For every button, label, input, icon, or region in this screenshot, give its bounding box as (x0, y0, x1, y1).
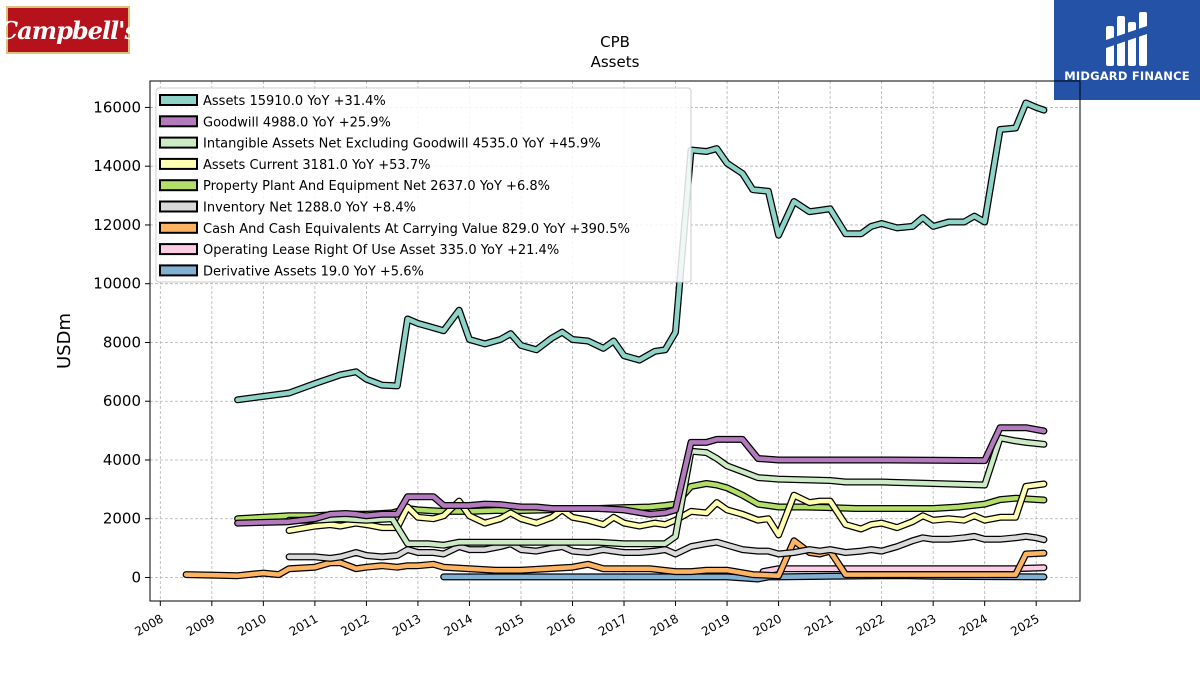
x-tick-label: 2011 (287, 611, 320, 638)
legend-swatch (159, 179, 198, 192)
x-tick-label: 2022 (854, 611, 887, 638)
legend-label: Cash And Cash Equivalents At Carrying Va… (203, 222, 630, 237)
legend-label: Inventory Net 1288.0 YoY +8.4% (203, 201, 416, 216)
x-tick-label: 2017 (596, 611, 629, 638)
legend-entry: Assets 15910.0 YoY +31.4% (159, 94, 386, 109)
series-goodwill (234, 424, 1048, 527)
x-tick-label: 2018 (648, 611, 681, 638)
legend-swatch (159, 157, 198, 170)
legend-entry: Inventory Net 1288.0 YoY +8.4% (159, 200, 416, 216)
legend-swatch (159, 200, 198, 213)
legend-entry: Cash And Cash Equivalents At Carrying Va… (159, 221, 630, 237)
legend-box (155, 87, 692, 283)
series-inventory-net (285, 532, 1048, 562)
x-tick-label: 2019 (699, 611, 732, 638)
x-axis: 2008 2009 2010 2011 2012 2013 2014 2015 2016 2017… (132, 601, 1042, 639)
midgard-logo-text: MIDGARD FINANCE (1064, 69, 1190, 83)
y-axis: 0 2000 4000 6000 8000 10000 12000 14000 16000 (93, 98, 150, 586)
legend-label: Intangible Assets Net Excluding Goodwill… (203, 137, 601, 152)
x-tick-label: 2009 (184, 611, 217, 638)
y-tick-label: 2000 (103, 510, 141, 528)
y-axis-label: USDm (54, 313, 75, 369)
y-tick-label: 10000 (93, 275, 141, 293)
series-cash-and-cash-equivalents-at-carrying-value (182, 537, 1048, 580)
series-lines (182, 99, 1048, 583)
legend-entry: Intangible Assets Net Excluding Goodwill… (159, 136, 601, 152)
series-line (286, 534, 1047, 561)
campbells-logo: Campbell's (0, 6, 138, 54)
series-line (760, 565, 1047, 574)
y-tick-label: 8000 (103, 333, 141, 351)
plot-frame (149, 80, 1081, 602)
y-tick-label: 6000 (103, 392, 141, 410)
legend-entry: Derivative Assets 19.0 YoY +5.6% (159, 264, 424, 279)
x-tick-label: 2010 (235, 611, 268, 638)
y-tick-label: 0 (131, 568, 141, 586)
legend-entry: Property Plant And Equipment Net 2637.0 … (159, 179, 550, 194)
legend-swatch (159, 264, 198, 277)
legend-label: Assets Current 3181.0 YoY +53.7% (203, 158, 430, 173)
x-tick-label: 2012 (338, 611, 371, 638)
x-tick-label: 2020 (751, 611, 784, 638)
legend-label: Operating Lease Right Of Use Asset 335.0… (203, 243, 559, 258)
series-line (286, 435, 1047, 548)
legend-swatch (159, 115, 198, 128)
series-operating-lease-right-of-use-asset (759, 564, 1048, 576)
y-tick-label: 16000 (93, 98, 141, 116)
legend-swatch (159, 243, 198, 256)
legend-swatch (159, 94, 198, 106)
x-tick-label: 2014 (441, 611, 474, 638)
series-line (183, 538, 1047, 578)
legend-entry: Assets Current 3181.0 YoY +53.7% (159, 157, 430, 173)
x-tick-label: 2021 (802, 611, 835, 638)
midgard-mark-icon (1106, 12, 1147, 66)
series-line (235, 100, 1047, 403)
legend-swatch (159, 136, 198, 149)
legend: Assets 15910.0 YoY +31.4% Goodwill 4988.0… (155, 87, 692, 283)
y-tick-label: 4000 (103, 451, 141, 469)
series-line (235, 425, 1047, 526)
chart-subtitle: Assets (591, 53, 640, 71)
legend-label: Assets 15910.0 YoY +31.4% (203, 94, 386, 109)
midgard-finance-logo: MIDGARD FINANCE (1054, 0, 1200, 100)
series-intangible-assets-net-excluding-goodwill (285, 434, 1048, 549)
chart-title: CPB (600, 33, 630, 51)
legend-label: Derivative Assets 19.0 YoY +5.6% (203, 264, 424, 279)
legend-entry: Operating Lease Right Of Use Asset 335.0… (159, 243, 559, 258)
series-line-outline (285, 434, 1048, 549)
legend-label: Goodwill 4988.0 YoY +25.9% (203, 115, 391, 130)
y-tick-label: 14000 (93, 157, 141, 175)
campbells-logo-text: Campbell's (0, 15, 138, 45)
x-tick-label: 2023 (905, 611, 938, 638)
legend-swatch (159, 221, 198, 234)
x-tick-label: 2015 (493, 611, 526, 638)
legend-entry: Goodwill 4988.0 YoY +25.9% (159, 115, 391, 130)
x-tick-label: 2008 (132, 611, 165, 638)
series-assets (234, 99, 1048, 404)
x-tick-label: 2016 (545, 611, 578, 638)
legend-label: Property Plant And Equipment Net 2637.0 … (203, 179, 550, 194)
x-tick-label: 2025 (1008, 611, 1041, 638)
y-tick-label: 12000 (93, 216, 141, 234)
x-tick-label: 2013 (390, 611, 423, 638)
x-tick-label: 2024 (957, 611, 990, 638)
